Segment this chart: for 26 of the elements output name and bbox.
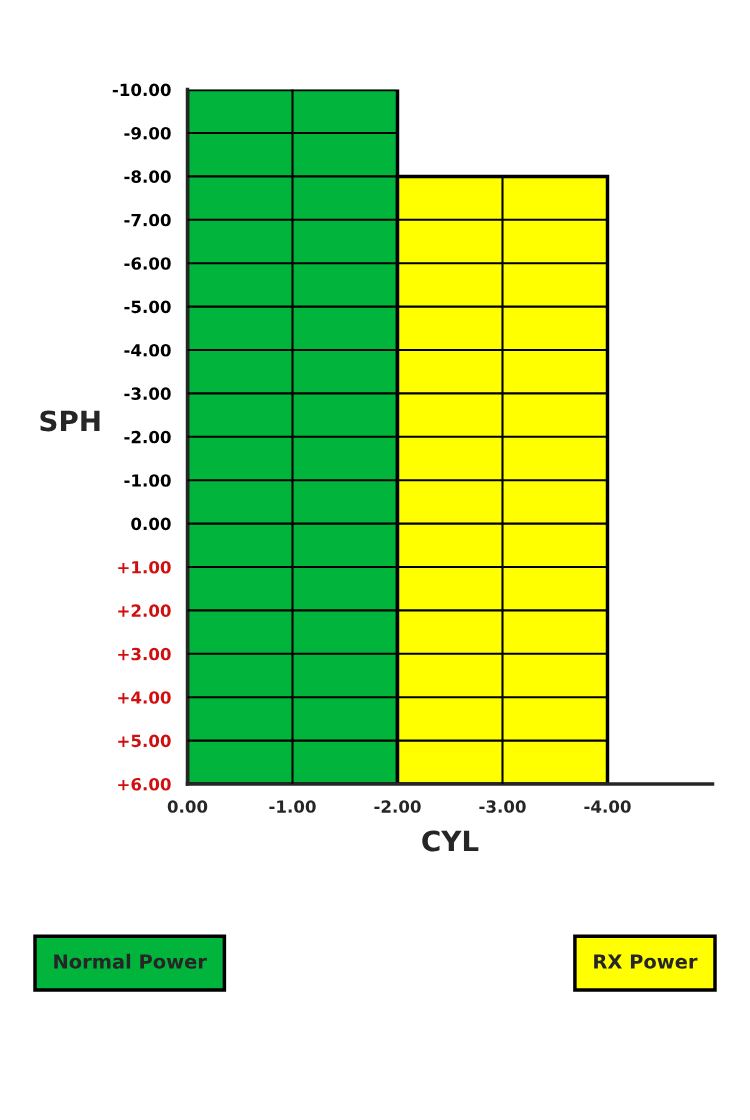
y-tick-label: +3.00 — [118, 647, 171, 661]
y-tick-label: 0.00 — [131, 517, 171, 531]
y-tick-label: -5.00 — [124, 300, 171, 314]
y-tick-label: -2.00 — [124, 430, 171, 444]
y-tick-label: -9.00 — [124, 126, 171, 140]
x-tick-label: -4.00 — [584, 800, 631, 813]
y-tick-label: +1.00 — [118, 560, 171, 574]
y-tick-label: -7.00 — [124, 213, 171, 227]
y-tick-label: -6.00 — [124, 257, 171, 270]
x-tick-label: -1.00 — [269, 800, 316, 813]
y-tick-label: -1.00 — [124, 474, 171, 487]
y-tick-label: +4.00 — [118, 691, 171, 704]
y-tick-label: +2.00 — [118, 604, 171, 617]
x-axis-title: CYL — [422, 830, 479, 852]
x-tick-label: -3.00 — [479, 800, 526, 813]
text: RX Power — [594, 954, 698, 969]
x-tick-label: -2.00 — [374, 800, 421, 813]
y-tick-label: -10.00 — [112, 83, 171, 97]
y-tick-label: +5.00 — [118, 734, 171, 748]
text: Normal Power — [54, 953, 207, 969]
y-tick-label: +6.00 — [118, 777, 171, 791]
y-tick-label: -8.00 — [124, 170, 171, 183]
y-tick-label: -4.00 — [124, 343, 171, 357]
x-tick-label: 0.00 — [167, 800, 208, 813]
y-tick-label: -3.00 — [124, 387, 171, 400]
y-axis-title: SPH — [40, 410, 100, 432]
